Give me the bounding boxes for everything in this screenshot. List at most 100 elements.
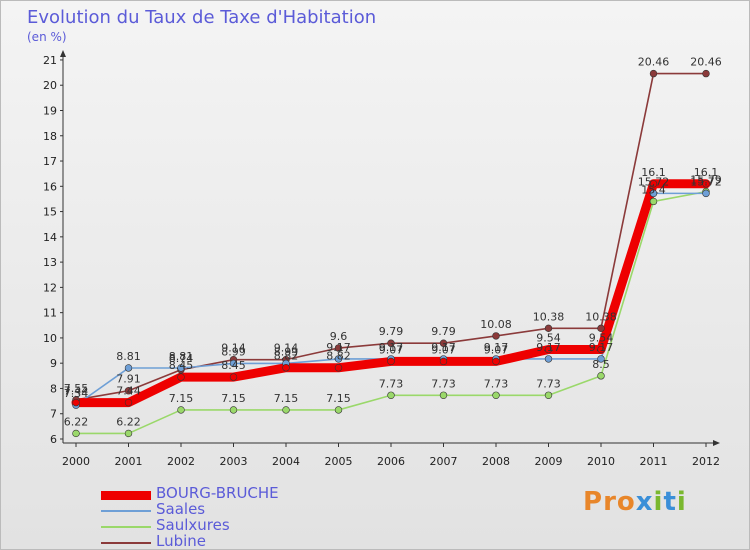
y-tick-label: 17: [43, 155, 57, 168]
x-tick-label: 2005: [325, 455, 353, 468]
x-tick-label: 2011: [640, 455, 668, 468]
data-label: 7.44: [64, 385, 89, 398]
legend-label: Saulxures: [156, 516, 230, 534]
y-tick-label: 16: [43, 180, 57, 193]
data-label: 8.99: [274, 345, 299, 358]
y-tick-label: 6: [50, 433, 57, 446]
data-label: 7.15: [169, 392, 194, 405]
x-tick-label: 2007: [430, 455, 458, 468]
x-tick-label: 2009: [535, 455, 563, 468]
data-label: 9.17: [536, 341, 561, 354]
y-tick-label: 20: [43, 79, 57, 92]
data-point-saales: [544, 355, 553, 363]
data-label: 8.45: [169, 359, 194, 372]
data-point-lubine: [387, 339, 395, 347]
data-point-bourg-bruche: [72, 398, 80, 407]
data-label: 9.17: [431, 341, 456, 354]
data-point-lubine: [439, 339, 448, 347]
data-label: 7.15: [326, 392, 351, 405]
data-point-bourg-bruche: [702, 180, 710, 188]
x-tick-label: 2008: [482, 455, 510, 468]
data-point-bourg-bruche: [387, 357, 395, 366]
data-point-saulxures: [649, 197, 658, 206]
data-point-bourg-bruche: [649, 180, 658, 188]
data-point-bourg-bruche: [544, 345, 553, 354]
y-tick-label: 12: [43, 281, 57, 294]
data-label: 9.14: [274, 342, 299, 355]
data-point-saulxures: [597, 372, 605, 380]
data-label: 7.34: [64, 387, 89, 400]
data-label: 20.46: [638, 56, 670, 69]
data-label: 7.73: [431, 377, 456, 390]
data-label: 9.17: [326, 341, 351, 354]
y-tick-label: 9: [50, 357, 57, 370]
legend-item: Saulxures: [101, 516, 341, 535]
data-label: 8.82: [326, 350, 351, 363]
x-tick-label: 2002: [167, 455, 195, 468]
data-point-saales: [229, 359, 238, 368]
y-axis-arrow: [60, 49, 66, 57]
legend-swatch: [101, 510, 151, 512]
data-label: 7.44: [116, 385, 141, 398]
legend-label: Lubine: [156, 532, 207, 550]
data-label: 7.15: [221, 392, 246, 405]
x-tick-label: 2001: [115, 455, 143, 468]
data-label: 7.73: [379, 377, 404, 390]
data-label: 9.6: [330, 330, 348, 343]
data-point-saales: [702, 189, 710, 198]
legend-label: Saales: [156, 500, 206, 518]
data-point-saales: [124, 364, 133, 372]
logo-letter: i: [653, 487, 664, 517]
data-label: 10.38: [533, 310, 565, 323]
data-label: 9.17: [379, 341, 404, 354]
data-point-saales: [334, 355, 343, 363]
data-label: 9.79: [379, 325, 404, 338]
logo-letter: r: [603, 487, 617, 517]
y-tick-label: 7: [50, 408, 57, 421]
legend-item: BOURG-BRUCHE: [101, 484, 341, 503]
data-label: 9.17: [589, 341, 614, 354]
logo-letter: i: [676, 487, 687, 517]
data-point-lubine: [544, 324, 553, 333]
legend: BOURG-BRUCHE Saales Saulxures Lubine: [101, 484, 341, 550]
logo-letter: P: [583, 487, 604, 517]
data-point-lubine: [597, 324, 605, 333]
x-axis-arrow: [713, 440, 720, 446]
data-label: 9.54: [536, 332, 561, 345]
data-label: 15.72: [638, 175, 670, 188]
y-tick-label: 13: [43, 256, 57, 269]
y-tick-label: 15: [43, 206, 57, 219]
data-point-saales: [649, 189, 658, 198]
data-point-saulxures: [177, 406, 185, 414]
data-label: 7.91: [116, 373, 141, 386]
legend-swatch: [101, 542, 151, 544]
data-label: 7.73: [484, 377, 509, 390]
data-label: 9.79: [431, 325, 456, 338]
legend-label: BOURG-BRUCHE: [156, 484, 279, 502]
data-label: 9.07: [379, 343, 404, 356]
data-label: 8.45: [221, 359, 246, 372]
data-point-saales: [177, 364, 185, 372]
legend-swatch: [101, 490, 151, 500]
data-label: 7.15: [274, 392, 299, 405]
data-point-lubine: [334, 344, 343, 352]
data-label: 15.72: [690, 175, 722, 188]
data-point-lubine: [649, 69, 658, 78]
data-label: 20.46: [690, 56, 722, 69]
data-point-bourg-bruche: [492, 357, 500, 366]
data-point-lubine: [124, 387, 133, 395]
data-label: 7.73: [536, 377, 561, 390]
legend-swatch: [101, 526, 151, 528]
y-tick-label: 10: [43, 332, 57, 345]
data-point-bourg-bruche: [124, 398, 133, 407]
logo-letter: t: [663, 487, 677, 517]
x-tick-label: 2012: [692, 455, 720, 468]
data-point-saulxures: [439, 391, 448, 399]
data-label: 6.22: [116, 415, 141, 428]
data-label: 8.99: [221, 345, 246, 358]
data-label: 10.08: [480, 318, 512, 331]
x-tick-label: 2004: [272, 455, 300, 468]
data-point-saulxures: [282, 406, 290, 414]
data-label: 16.1: [694, 166, 719, 179]
legend-item: Saales: [101, 500, 341, 519]
